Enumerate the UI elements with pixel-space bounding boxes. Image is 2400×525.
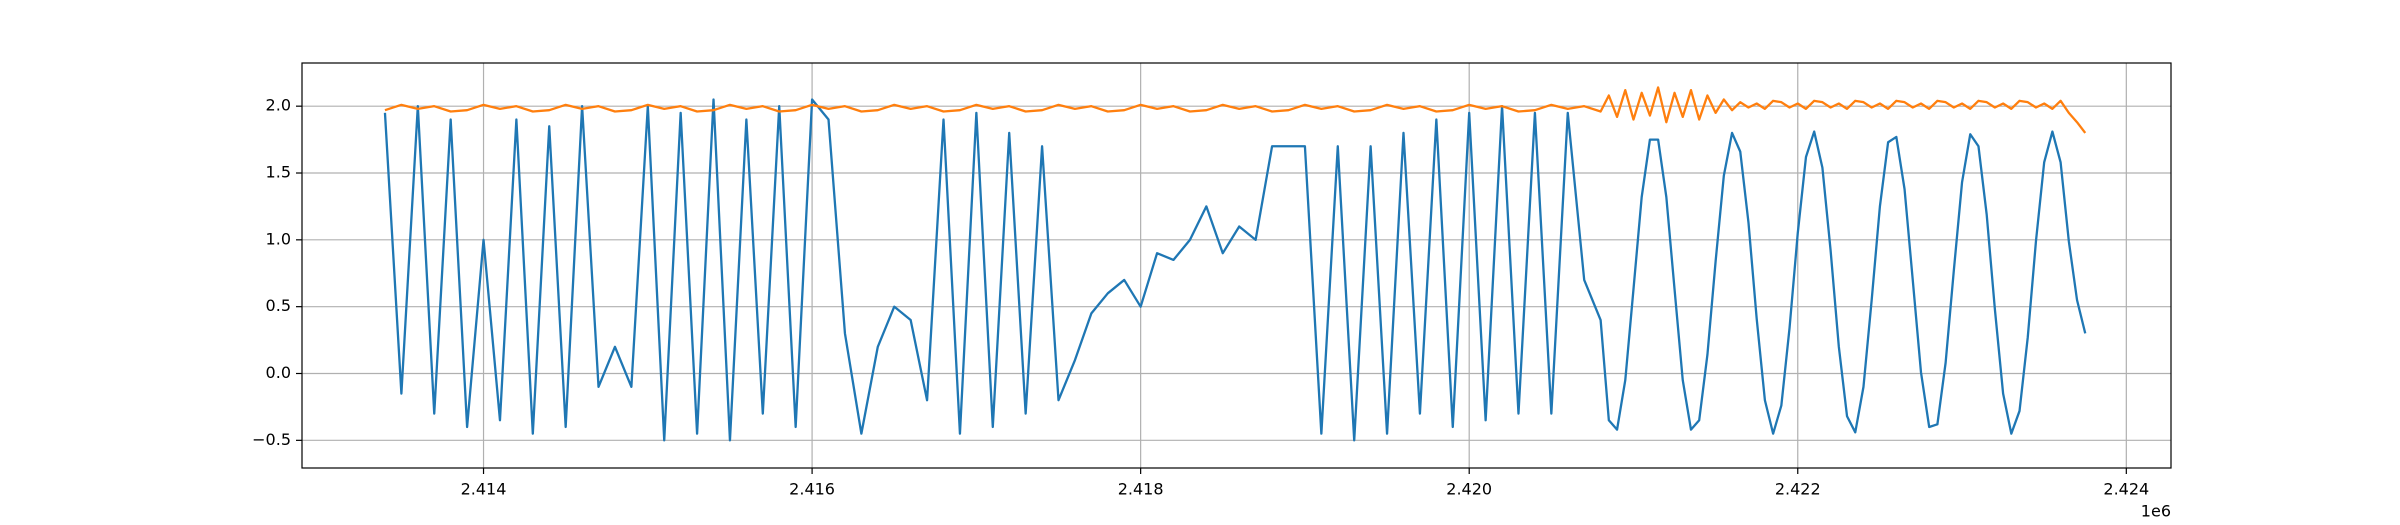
y-tick-label: −0.5: [252, 430, 291, 449]
plot-area: [383, 86, 2087, 442]
y-tick-label: 0.5: [266, 296, 291, 315]
x-tick-label: 2.416: [789, 480, 835, 499]
x-tick-label: 2.424: [2103, 480, 2149, 499]
x-tick-label: 2.420: [1446, 480, 1492, 499]
x-offset-label: 1e6: [2141, 502, 2171, 521]
y-tick-label: 0.0: [266, 363, 291, 382]
grid: [302, 63, 2171, 468]
y-tick-label: 2.0: [266, 96, 291, 115]
x-tick-label: 2.422: [1775, 480, 1821, 499]
axes-frame: [301, 62, 2172, 469]
x-tick-label: 2.414: [461, 480, 507, 499]
x-tick-label: 2.418: [1118, 480, 1164, 499]
data-line: [383, 98, 2087, 442]
data-line: [384, 86, 2087, 134]
y-tick-label: 1.5: [266, 163, 291, 182]
y-tick-label: 1.0: [266, 229, 291, 248]
